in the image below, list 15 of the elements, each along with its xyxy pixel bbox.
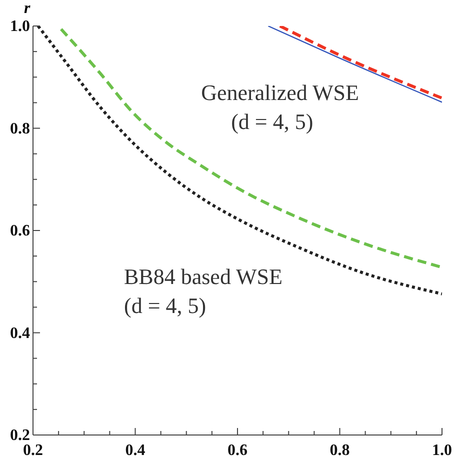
x-tick-label: 0.2 xyxy=(23,442,43,459)
x-tick-label: 0.4 xyxy=(125,442,146,459)
line-series xyxy=(60,28,442,269)
y-tick-label: 0.2 xyxy=(10,427,30,444)
y-axis-title: r xyxy=(24,0,30,18)
y-tick-label: 0.4 xyxy=(10,324,30,342)
annotation: BB84 based WSE (d = 4, 5) xyxy=(124,263,282,320)
x-tick-label: 0.8 xyxy=(330,442,350,459)
line-series xyxy=(36,26,442,296)
y-tick-label: 0.6 xyxy=(10,222,30,240)
y-tick-label: 1.0 xyxy=(10,18,30,35)
annotation: Generalized WSE (d = 4, 5) xyxy=(201,79,359,136)
x-tick-label: 0.6 xyxy=(228,442,248,459)
x-tick-label: 1.0 xyxy=(432,442,452,459)
y-tick-label: 0.8 xyxy=(10,120,30,138)
